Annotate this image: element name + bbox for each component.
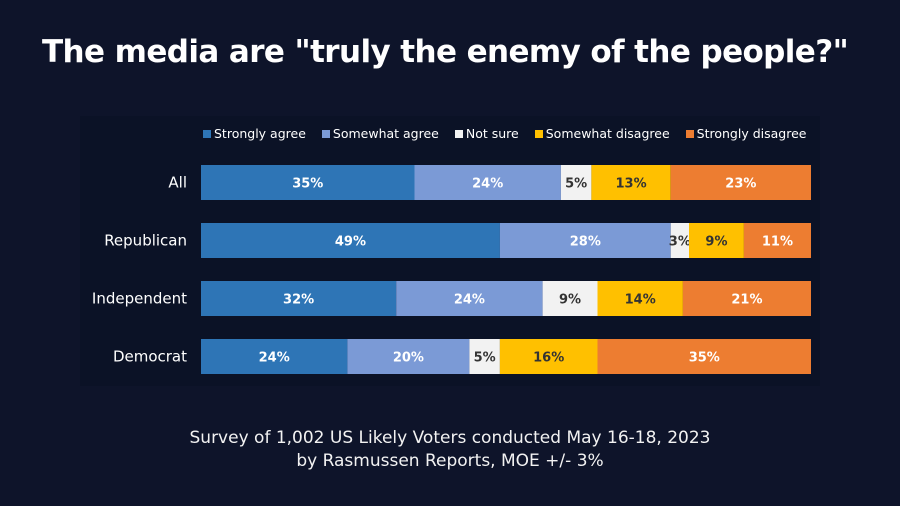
bar-segment xyxy=(743,223,811,258)
legend-label: Somewhat agree xyxy=(332,126,439,141)
legend-item-not-sure: Not sure xyxy=(454,126,519,141)
data-label: 16% xyxy=(533,351,564,366)
data-label: 3% xyxy=(669,235,691,250)
data-label: 21% xyxy=(731,293,762,308)
legend-swatch xyxy=(534,129,543,138)
data-label: 11% xyxy=(762,235,793,250)
legend-label: Not sure xyxy=(465,126,519,141)
legend-swatch xyxy=(321,129,330,138)
bar-segment xyxy=(689,223,744,258)
data-label: 32% xyxy=(283,293,314,308)
data-label: 35% xyxy=(292,177,323,192)
category-label: Independent xyxy=(92,290,187,308)
bar-segment xyxy=(670,165,811,200)
data-label: 9% xyxy=(705,235,727,250)
legend-label: Strongly agree xyxy=(214,126,306,141)
category-label: Republican xyxy=(104,232,187,250)
legend-swatch xyxy=(454,129,463,138)
bar-segment xyxy=(347,339,470,374)
data-label: 14% xyxy=(625,293,656,308)
legend-label: Strongly disagree xyxy=(696,126,807,141)
data-label: 23% xyxy=(725,177,756,192)
data-label: 9% xyxy=(559,293,581,308)
bar-segment xyxy=(499,223,671,258)
bar-segment xyxy=(597,281,683,316)
bar-segment xyxy=(597,339,811,374)
legend-swatch xyxy=(685,129,694,138)
legend-item-strongly-disagree: Strongly disagree xyxy=(685,126,807,141)
bar-segment xyxy=(201,339,348,374)
category-label: All xyxy=(168,174,187,192)
bar-segment xyxy=(396,281,543,316)
legend: Strongly agree Somewhat agree Not sure S… xyxy=(203,126,806,141)
data-label: 28% xyxy=(570,235,601,250)
source-line-2: by Rasmussen Reports, MOE +/- 3% xyxy=(296,451,604,471)
source-note: Survey of 1,002 US Likely Voters conduct… xyxy=(0,427,900,473)
bar-segment xyxy=(560,165,592,200)
bar-segment xyxy=(499,339,598,374)
data-label: 13% xyxy=(615,177,646,192)
bar-segment xyxy=(542,281,598,316)
bar-segment xyxy=(201,281,397,316)
bar-segment xyxy=(682,281,811,316)
source-line-1: Survey of 1,002 US Likely Voters conduct… xyxy=(189,428,711,448)
bar-segment xyxy=(591,165,671,200)
legend-swatch xyxy=(203,129,211,138)
data-label: 49% xyxy=(335,235,366,250)
legend-label: Somewhat disagree xyxy=(545,126,670,141)
bar-segment xyxy=(469,339,500,374)
data-label: 20% xyxy=(393,351,424,366)
data-label: 5% xyxy=(565,177,587,192)
data-label: 35% xyxy=(689,351,720,366)
chart-title: The media are "truly the enemy of the pe… xyxy=(42,34,849,70)
legend-item-strongly-agree: Strongly agree xyxy=(203,126,306,141)
data-label: 24% xyxy=(472,177,503,192)
data-label: 5% xyxy=(474,351,496,366)
bar-segment xyxy=(414,165,561,200)
data-label: 24% xyxy=(259,351,290,366)
data-label: 24% xyxy=(454,293,485,308)
category-label: Democrat xyxy=(113,348,187,366)
bar-segment xyxy=(201,165,415,200)
legend-item-somewhat-agree: Somewhat agree xyxy=(321,126,439,141)
bar-segment xyxy=(201,223,500,258)
bar-segment xyxy=(670,223,689,258)
legend-item-somewhat-disagree: Somewhat disagree xyxy=(534,126,670,141)
